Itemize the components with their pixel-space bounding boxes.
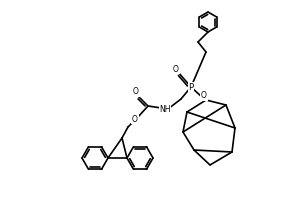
Text: O: O <box>173 64 179 73</box>
Text: O: O <box>201 92 207 100</box>
Text: NH: NH <box>159 104 171 114</box>
Text: O: O <box>133 88 139 97</box>
Text: O: O <box>132 114 138 123</box>
Text: P: P <box>188 82 194 92</box>
